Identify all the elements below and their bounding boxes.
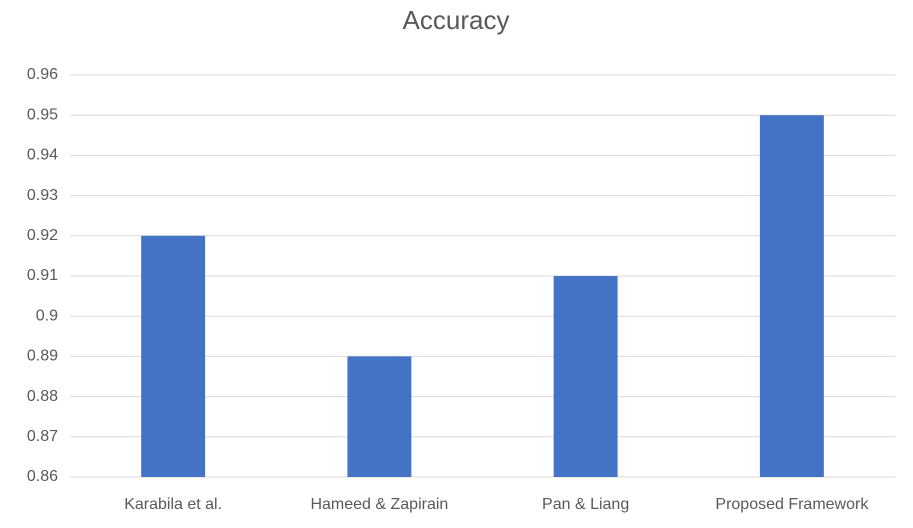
y-tick-label: 0.96 [27, 66, 58, 83]
y-tick-label: 0.86 [27, 468, 58, 485]
y-tick-label: 0.91 [27, 267, 58, 284]
bar [759, 115, 824, 477]
y-tick-label: 0.92 [27, 227, 58, 244]
y-tick-label: 0.93 [27, 187, 58, 204]
x-tick-label: Proposed Framework [715, 496, 869, 513]
y-tick-label: 0.89 [27, 348, 58, 365]
y-tick-label: 0.9 [36, 307, 58, 324]
x-tick-label: Karabila et al. [124, 496, 222, 513]
chart-title: Accuracy [403, 5, 510, 35]
bar [141, 235, 206, 477]
y-tick-label: 0.95 [27, 106, 58, 123]
y-tick-label: 0.94 [27, 147, 58, 164]
x-tick-label: Pan & Liang [542, 496, 629, 513]
x-tick-label: Hameed & Zapirain [310, 496, 448, 513]
y-tick-label: 0.87 [27, 428, 58, 445]
y-tick-label: 0.88 [27, 388, 58, 405]
bar [347, 356, 412, 477]
bar [553, 276, 618, 477]
